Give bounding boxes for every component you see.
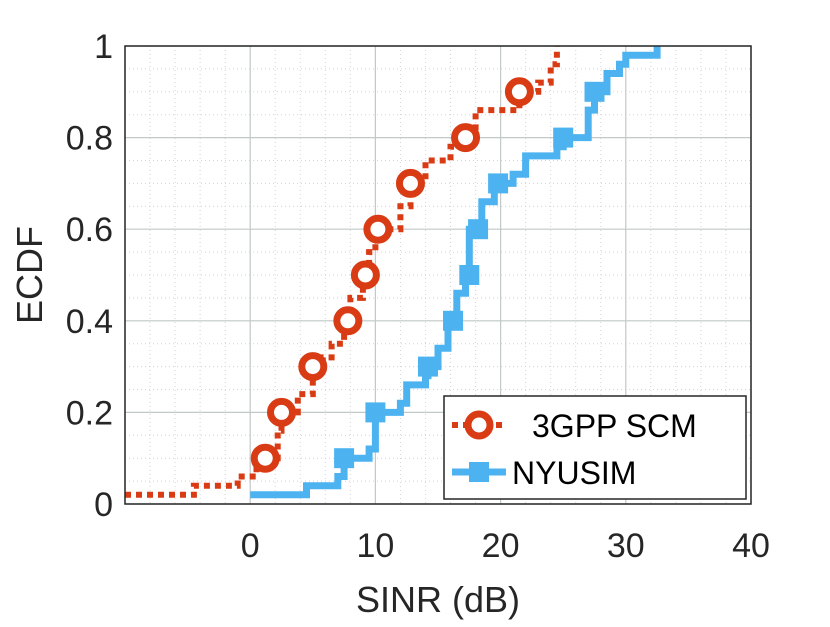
legend-label-nyusim: NYUSIM: [512, 455, 636, 491]
marker-3gpp-scm: [298, 352, 328, 382]
legend-marker-3gpp-scm: [464, 410, 494, 440]
y-tick-label: 0.4: [66, 303, 113, 341]
y-tick-label: 0.6: [66, 211, 113, 249]
legend-marker-nyusim: [469, 462, 489, 482]
legend-label-3gpp-scm: 3GPP SCM: [532, 408, 697, 444]
plot-frame: [124, 45, 752, 505]
marker-3gpp-scm: [267, 397, 296, 427]
marker-nyusim: [334, 448, 355, 469]
x-tick-labels: 0 10 20 30 40: [241, 527, 770, 565]
x-tick-label: 40: [732, 527, 770, 565]
marker-3gpp-scm: [504, 77, 534, 107]
marker-3gpp-scm: [350, 260, 380, 290]
x-axis-label: SINR (dB): [356, 579, 520, 620]
marker-3gpp-scm: [395, 168, 425, 198]
marker-3gpp-scm: [250, 443, 280, 473]
marker-nyusim: [443, 310, 464, 331]
legend: 3GPP SCM NYUSIM: [443, 395, 747, 500]
legend-box: [443, 395, 747, 500]
marker-nyusim: [459, 265, 480, 285]
marker-nyusim: [468, 219, 489, 240]
y-tick-label: 0.2: [66, 394, 113, 432]
marker-nyusim: [488, 173, 509, 194]
y-tick-label: 0.8: [66, 120, 113, 158]
y-tick-label: 1: [94, 28, 113, 66]
marker-nyusim: [417, 356, 438, 377]
marker-3gpp-scm: [363, 214, 393, 244]
marker-nyusim: [584, 81, 605, 102]
marker-3gpp-scm: [333, 306, 363, 336]
x-tick-label: 30: [607, 527, 645, 565]
marker-3gpp-scm: [451, 123, 481, 153]
y-tick-label: 0: [94, 486, 113, 524]
y-tick-labels: 0 0.2 0.4 0.6 0.8 1: [66, 28, 113, 524]
y-axis-label: ECDF: [9, 226, 50, 324]
x-tick-label: 20: [482, 527, 520, 565]
x-tick-label: 0: [241, 527, 260, 565]
series-layer: [125, 46, 661, 499]
x-tick-label: 10: [356, 527, 394, 565]
marker-nyusim: [553, 127, 574, 148]
marker-nyusim: [365, 402, 386, 423]
